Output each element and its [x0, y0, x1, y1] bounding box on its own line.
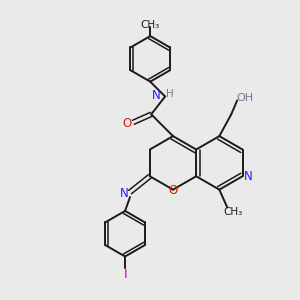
Text: N: N	[152, 89, 160, 102]
Text: OH: OH	[236, 94, 254, 103]
Text: O: O	[168, 184, 178, 197]
Text: CH₃: CH₃	[141, 20, 160, 30]
Text: N: N	[244, 170, 253, 183]
Text: I: I	[123, 268, 127, 281]
Text: CH₃: CH₃	[224, 207, 243, 218]
Text: N: N	[120, 187, 128, 200]
Text: H: H	[166, 88, 174, 98]
Text: O: O	[123, 117, 132, 130]
